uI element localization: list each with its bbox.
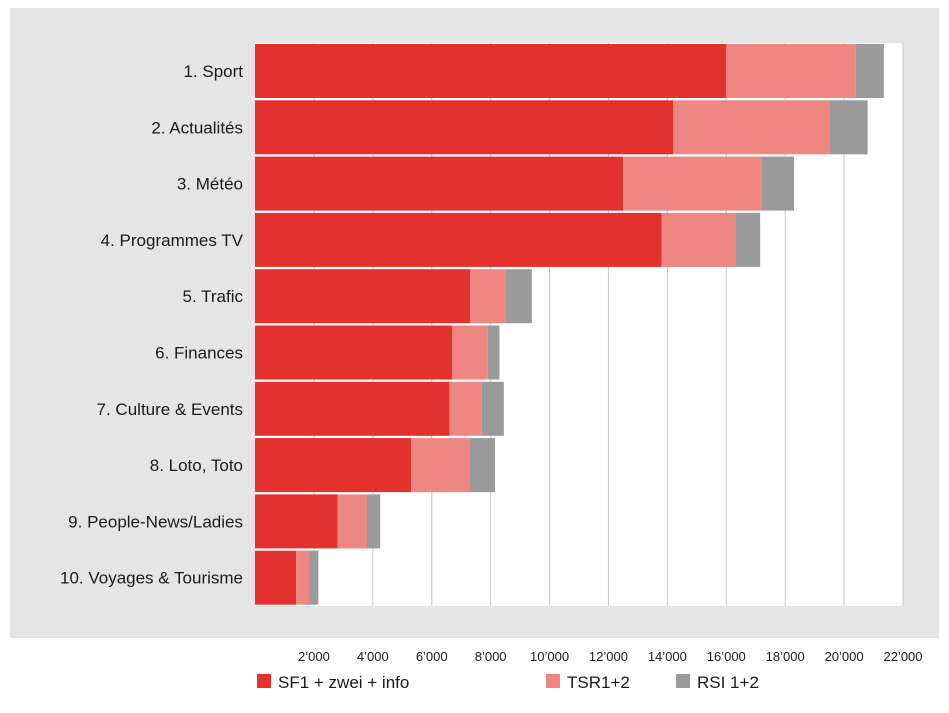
bar-segment: [411, 438, 471, 493]
bar-segment: [855, 44, 884, 98]
bar-segment: [505, 269, 532, 324]
x-tick-label: 4’000: [357, 649, 389, 664]
bar-segment: [296, 550, 310, 605]
category-label: 7. Culture & Events: [97, 400, 243, 419]
bar-segment: [726, 44, 856, 98]
category-label: 8. Loto, Toto: [150, 456, 243, 475]
x-tick-label: 16’000: [707, 649, 746, 664]
bar-segment: [309, 550, 319, 605]
bar-segment: [661, 212, 736, 267]
category-label: 3. Météo: [177, 175, 243, 194]
legend-label: RSI 1+2: [697, 673, 759, 692]
category-label: 4. Programmes TV: [101, 231, 244, 250]
bar-segment: [255, 269, 471, 324]
category-label: 1. Sport: [183, 62, 243, 81]
bar-segment: [255, 438, 412, 493]
bar-segment: [337, 494, 367, 549]
bar-segment: [449, 381, 482, 436]
bar-segment: [735, 212, 761, 267]
category-label: 9. People-News/Ladies: [68, 512, 243, 531]
bar-segment: [481, 381, 504, 436]
legend-swatch: [676, 674, 690, 688]
bar-segment: [452, 325, 488, 380]
x-tick-label: 8’000: [475, 649, 507, 664]
x-tick-label: 20’000: [825, 649, 864, 664]
legend-label: TSR1+2: [567, 673, 630, 692]
bar-segment: [255, 44, 727, 98]
x-tick-label: 12’000: [589, 649, 628, 664]
bar-segment: [255, 494, 338, 549]
bar-segment: [255, 100, 674, 155]
bar-segment: [487, 325, 500, 380]
bar-segment: [255, 550, 297, 605]
bar-segment: [829, 100, 868, 155]
x-tick-label: 6’000: [416, 649, 448, 664]
category-label: 10. Voyages & Tourisme: [60, 569, 243, 588]
legend-swatch: [546, 674, 560, 688]
category-label: 6. Finances: [155, 344, 243, 363]
bar-segment: [366, 494, 381, 549]
bar-segment: [255, 156, 624, 211]
legend-label: SF1 + zwei + info: [278, 673, 409, 692]
x-tick-label: 14’000: [648, 649, 687, 664]
bar-segment: [255, 212, 662, 267]
x-tick-label: 10’000: [530, 649, 569, 664]
x-tick-label: 2’000: [298, 649, 330, 664]
bar-segment: [623, 156, 762, 211]
bar-segment: [761, 156, 795, 211]
x-tick-label: 18’000: [766, 649, 805, 664]
x-tick-label: 22’000: [883, 649, 922, 664]
bar-segment: [673, 100, 830, 155]
category-label: 2. Actualités: [151, 118, 243, 137]
category-label: 5. Trafic: [183, 287, 244, 306]
bar-segment: [255, 325, 453, 380]
bar-segment: [255, 381, 450, 436]
bar-segment: [470, 438, 496, 493]
bar-segment: [470, 269, 506, 324]
legend-swatch: [257, 674, 271, 688]
